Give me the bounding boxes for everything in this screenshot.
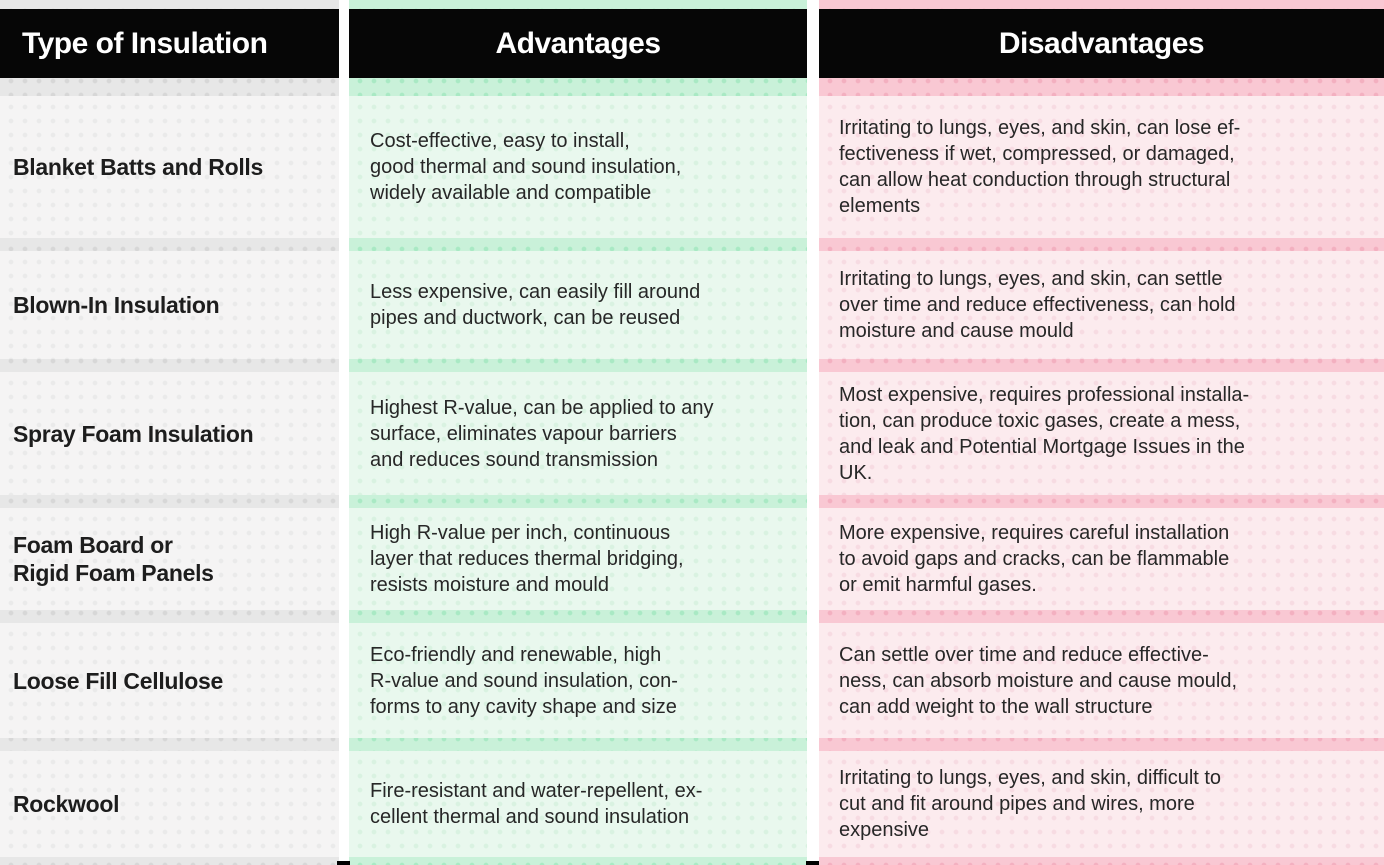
column-top-strip — [819, 0, 1384, 9]
type-label: Foam Board or Rigid Foam Panels — [13, 532, 214, 586]
advantages-cell-row1: Cost-effective, easy to install, good th… — [349, 96, 807, 238]
type-cell-row1: Blanket Batts and Rolls — [0, 96, 339, 238]
row-gap — [349, 359, 807, 372]
type-column-header: Type of Insulation — [0, 9, 339, 78]
type-label: Rockwool — [13, 791, 120, 817]
column-top-strip — [349, 0, 807, 9]
column-bottom-strip — [0, 857, 339, 865]
disadvantages-text: More expensive, requires careful install… — [839, 522, 1230, 596]
row-gap — [349, 495, 807, 508]
disadvantages-cell-row3: Most expensive, requires professional in… — [819, 372, 1384, 495]
type-label: Blanket Batts and Rolls — [13, 154, 263, 180]
row-gap — [349, 610, 807, 623]
row-gap — [349, 238, 807, 251]
type-column: Type of Insulation Blanket Batts and Rol… — [0, 0, 339, 865]
crop-mark — [337, 861, 350, 865]
advantages-cell-row5: Eco-friendly and renewable, high R-value… — [349, 623, 807, 738]
advantages-text: High R-value per inch, continuous layer … — [370, 522, 684, 596]
type-cell-row5: Loose Fill Cellulose — [0, 623, 339, 738]
disadvantages-cell-row4: More expensive, requires careful install… — [819, 508, 1384, 610]
row-gap — [0, 495, 339, 508]
type-label: Blown-In Insulation — [13, 292, 220, 318]
disadvantages-text: Most expensive, requires professional in… — [839, 383, 1250, 484]
disadvantages-text: Irritating to lungs, eyes, and skin, dif… — [839, 767, 1222, 841]
advantages-header-label: Advantages — [495, 26, 661, 60]
disadvantages-cell-row5: Can settle over time and reduce effectiv… — [819, 623, 1384, 738]
advantages-text: Fire-resistant and water-repellent, ex- … — [370, 780, 703, 828]
disadvantages-header-label: Disadvantages — [998, 26, 1205, 60]
advantages-text: Eco-friendly and renewable, high R-value… — [370, 643, 678, 718]
advantages-cell-row3: Highest R-value, can be applied to any s… — [349, 372, 807, 495]
row-gap — [0, 359, 339, 372]
type-cell-row4: Foam Board or Rigid Foam Panels — [0, 508, 339, 610]
disadvantages-column-header: Disadvantages — [819, 9, 1384, 78]
advantages-cell-row6: Fire-resistant and water-repellent, ex- … — [349, 751, 807, 857]
row-gap — [819, 495, 1384, 508]
row-gap — [0, 738, 339, 751]
row-gap — [349, 78, 807, 96]
disadvantages-cell-row1: Irritating to lungs, eyes, and skin, can… — [819, 96, 1384, 238]
advantages-text: Highest R-value, can be applied to any s… — [370, 396, 714, 471]
type-cell-row3: Spray Foam Insulation — [0, 372, 339, 495]
advantages-text: Cost-effective, easy to install, good th… — [370, 130, 682, 204]
type-cell-row6: Rockwool — [0, 751, 339, 857]
disadvantages-text: Irritating to lungs, eyes, and skin, can… — [839, 268, 1236, 342]
disadvantages-column: Disadvantages Irritating to lungs, eyes,… — [819, 0, 1384, 865]
disadvantages-cell-row2: Irritating to lungs, eyes, and skin, can… — [819, 251, 1384, 359]
type-label: Spray Foam Insulation — [13, 420, 254, 447]
row-gap — [819, 78, 1384, 96]
row-gap — [819, 610, 1384, 623]
advantages-cell-row4: High R-value per inch, continuous layer … — [349, 508, 807, 610]
disadvantages-text: Can settle over time and reduce effectiv… — [839, 643, 1237, 718]
type-cell-row2: Blown-In Insulation — [0, 251, 339, 359]
row-gap — [0, 238, 339, 251]
crop-mark — [806, 861, 819, 865]
row-gap — [819, 359, 1384, 372]
advantages-column-header: Advantages — [349, 9, 807, 78]
advantages-column: Advantages Cost-effective, easy to insta… — [349, 0, 807, 865]
disadvantages-cell-row6: Irritating to lungs, eyes, and skin, dif… — [819, 751, 1384, 857]
row-gap — [819, 738, 1384, 751]
row-gap — [819, 238, 1384, 251]
column-top-strip — [0, 0, 339, 9]
row-gap — [349, 738, 807, 751]
column-bottom-strip — [819, 857, 1384, 865]
disadvantages-text: Irritating to lungs, eyes, and skin, can… — [839, 117, 1241, 217]
type-label: Loose Fill Cellulose — [13, 667, 223, 694]
row-gap — [0, 610, 339, 623]
type-header-label: Type of Insulation — [22, 26, 268, 60]
column-bottom-strip — [349, 857, 807, 865]
row-gap — [0, 78, 339, 96]
advantages-text: Less expensive, can easily fill around p… — [370, 281, 701, 329]
advantages-cell-row2: Less expensive, can easily fill around p… — [349, 251, 807, 359]
